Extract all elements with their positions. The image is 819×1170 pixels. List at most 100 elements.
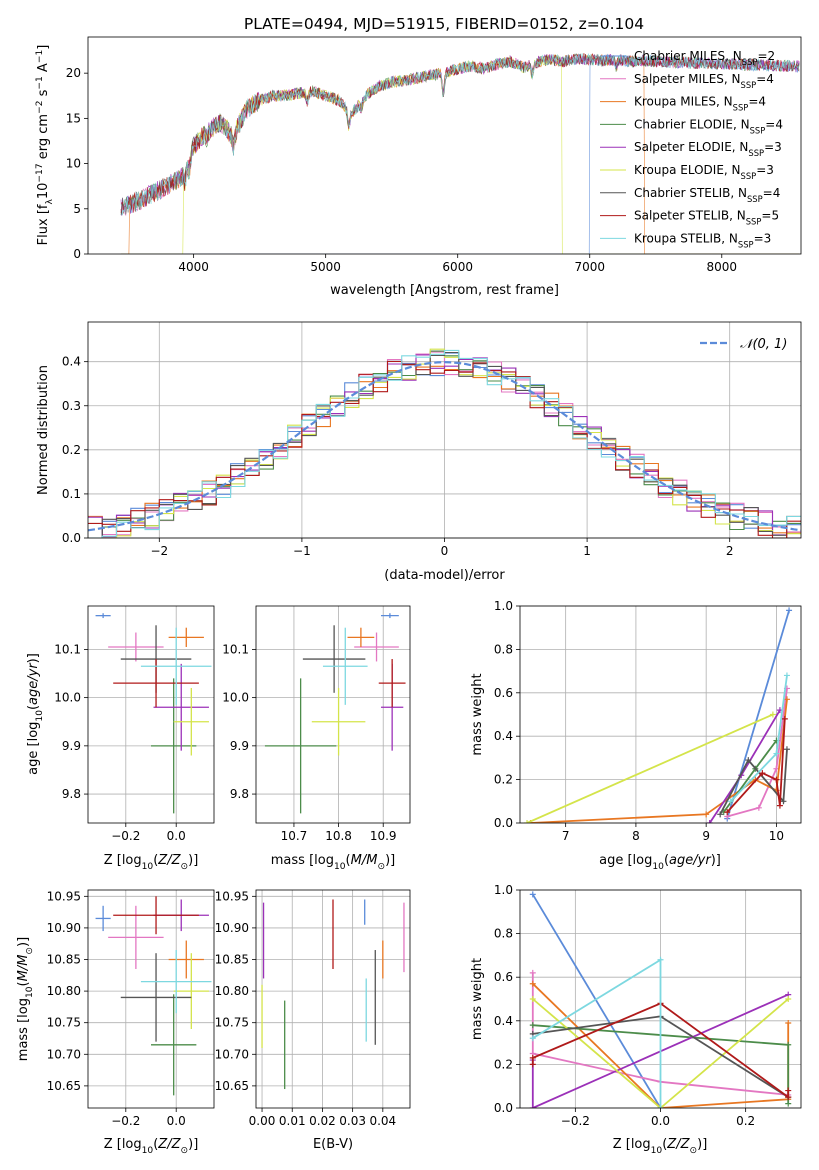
x-tick-label: 7000 [574, 260, 605, 274]
x-axis-label: E(B-V) [313, 1137, 353, 1152]
x-tick-label: 10.8 [325, 829, 352, 843]
axes-frame [519, 605, 802, 824]
x-tick-label: 0.01 [279, 1114, 306, 1128]
weight-marker [773, 776, 780, 783]
axes-frame [87, 889, 215, 1109]
weight-marker [783, 672, 790, 679]
y-axis-label: age [log10(age/yr)] [26, 653, 45, 775]
errorbar-point [151, 994, 197, 1096]
errorbar-point [140, 627, 212, 705]
y-tick-label: 9.8 [230, 787, 249, 801]
y-axis-label: Normed distribution [36, 365, 51, 495]
axes-frame [87, 605, 215, 824]
x-tick-label: 1 [583, 544, 591, 558]
panel-mass-vs-Z: −0.2 0.0 10.65 10.70 10.75 10.80 10.85 10.90 10.… [16, 889, 215, 1156]
legend-entry: Chabrier ELODIE, NSSP=4 [634, 117, 783, 135]
legend-entry: Chabrier STELIB, NSSP=4 [634, 186, 780, 204]
errorbar-point [378, 659, 406, 708]
panel-mass-vs-EBV: 0.00 0.01 0.02 0.03 0.04 10.65 10.70 10.75 10.80… [215, 889, 411, 1152]
errorbar-point [95, 905, 111, 932]
errorbar-point [380, 613, 399, 619]
plot-area [95, 896, 212, 1096]
x-tick-label: 0.0 [167, 1114, 186, 1128]
y-tick-label: 10.0 [222, 691, 249, 705]
errorbar-point [120, 953, 192, 1042]
y-axis-label: Flux [fλ10−17 erg cm−2 s−1 A−1] [35, 45, 55, 246]
x-tick-label: −0.2 [561, 1114, 590, 1128]
y-tick-label: 10.65 [47, 1079, 81, 1093]
x-axis-label: age [log10(age/yr)] [599, 853, 721, 872]
axes-frame [255, 889, 411, 1109]
x-tick-label: 10.7 [281, 829, 308, 843]
x-tick-label: 7 [562, 829, 570, 843]
panel-mass-weight-vs-Z: −0.2 0.0 0.2 0.0 0.2 0.4 0.6 0.8 1.0 mass weight Z… [470, 883, 802, 1156]
y-tick-label: 10.0 [54, 691, 81, 705]
x-axis-label: wavelength [Angstrom, rest frame] [330, 283, 559, 298]
plot-area [261, 899, 405, 1090]
weight-marker [529, 980, 536, 987]
weight-marker [529, 996, 536, 1002]
weight-marker [769, 711, 776, 718]
x-axis-label: Z [log10(Z/Z⊙)] [104, 1137, 199, 1156]
errorbar-point [168, 627, 204, 647]
y-tick-label: 9.8 [62, 787, 81, 801]
legend-entry: Kroupa ELODIE, NSSP=3 [634, 163, 774, 181]
x-tick-label: 0.00 [249, 1114, 276, 1128]
errorbar-point [113, 659, 199, 708]
hist-step-kroupa-stelib [88, 349, 801, 538]
x-tick-label: 6000 [442, 260, 473, 274]
legend-entry: 𝒩(0, 1) [740, 337, 787, 352]
weight-marker [745, 757, 752, 764]
weight-marker [783, 746, 790, 753]
y-tick-label: 0.6 [494, 686, 513, 700]
legend-entry: Kroupa MILES, NSSP=4 [634, 95, 766, 113]
errorbar-point [168, 940, 204, 979]
legend-entry: Chabrier MILES, NSSP=2 [634, 49, 775, 67]
y-tick-label: 0.4 [62, 355, 81, 369]
x-axis-label: Z [log10(Z/Z⊙)] [613, 1137, 708, 1156]
axes-frame [255, 605, 411, 824]
weight-marker [786, 607, 793, 614]
y-tick-label: 1.0 [494, 883, 513, 897]
y-tick-label: 10.75 [215, 1016, 249, 1030]
panel-residual-hist: −2 −1 0 1 2 0.0 0.1 0.2 0.3 0.4 (data-model)/error… [36, 321, 802, 583]
weight-marker [785, 1094, 792, 1101]
weight-marker [785, 996, 792, 1002]
errorbar-point [95, 613, 111, 619]
y-tick-label: 10.70 [215, 1047, 249, 1061]
weight-marker [529, 1035, 536, 1042]
y-tick-label: 5 [73, 202, 81, 216]
weight-line [531, 972, 789, 1096]
weight-marker [529, 969, 536, 976]
y-tick-label: 0.3 [62, 399, 81, 413]
weight-marker [755, 804, 762, 811]
errorbar-point [173, 953, 209, 1030]
legend-entry: Salpeter STELIB, NSSP=5 [634, 209, 779, 227]
panel-mass-weight-vs-age: 7 8 9 10 0.0 0.2 0.4 0.6 0.8 1.0 mass weight age [l… [470, 599, 802, 872]
errorbar-point [264, 678, 337, 814]
errorbar-point [153, 663, 209, 751]
errorbar-point [322, 627, 368, 705]
y-tick-label: 10.75 [47, 1016, 81, 1030]
x-tick-label: −0.2 [111, 1114, 140, 1128]
y-tick-label: 10.65 [215, 1079, 249, 1093]
weight-marker [529, 1054, 536, 1061]
y-tick-label: 0.2 [494, 773, 513, 787]
x-tick-label: 4000 [178, 260, 209, 274]
weight-line [726, 688, 788, 818]
x-tick-label: 9 [702, 829, 710, 843]
weight-line [719, 749, 788, 815]
weight-line [726, 610, 790, 819]
errorbar-point [108, 632, 164, 662]
weight-marker [717, 811, 724, 818]
weight-line [526, 713, 774, 823]
legend-entry: Kroupa STELIB, NSSP=3 [634, 231, 771, 249]
x-axis-label: mass [log10(M/M⊙)] [271, 853, 395, 872]
y-tick-label: 20 [66, 66, 81, 80]
y-tick-label: 10.90 [215, 921, 249, 935]
x-tick-label: 0.0 [167, 829, 186, 843]
hist-step-salpeter-miles [88, 351, 801, 536]
x-axis-label: (data-model)/error [384, 568, 505, 583]
x-tick-label: 5000 [310, 260, 341, 274]
weight-marker [785, 1100, 792, 1107]
